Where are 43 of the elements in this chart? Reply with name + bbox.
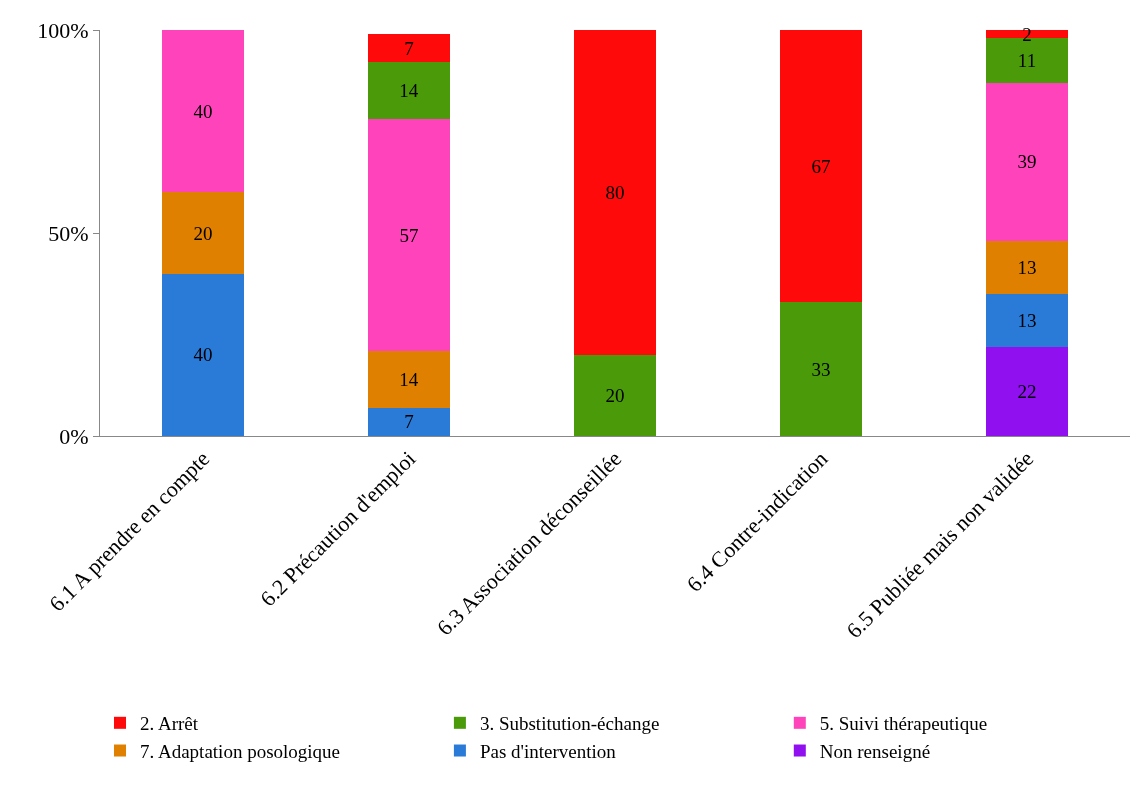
bar [573,354,657,436]
data-label: 80 [605,181,625,203]
data-label: 57 [399,224,419,246]
data-label: 39 [1017,151,1037,173]
data-label: 14 [399,80,419,102]
bar [161,30,245,193]
bar [367,119,451,351]
data-label: 40 [193,100,213,122]
bar [779,302,863,436]
data-label: 22 [1017,380,1037,402]
bar [985,82,1069,242]
data-label: 20 [193,222,213,244]
y-tick-label: 50% [48,220,89,246]
data-label: 33 [811,358,831,380]
data-label: 13 [1017,257,1037,279]
legend-label: 2. Arrêt [140,713,199,735]
bar [985,293,1069,347]
bar [367,62,451,120]
bar [367,34,451,63]
legend-label: Pas d'intervention [479,740,617,762]
data-label: 7 [404,411,414,433]
bar [779,30,863,303]
bar [985,30,1069,39]
bar [985,241,1069,294]
data-label: 13 [1017,309,1037,331]
bar [161,192,245,274]
bar [985,346,1069,436]
legend-label: 7. Adaptation posologique [140,740,341,762]
bar [367,407,451,436]
bar [573,30,657,355]
legend-label: 3. Substitution-échange [479,713,660,735]
data-label: 20 [605,384,625,406]
data-label: 14 [399,368,419,390]
bar [367,350,451,408]
legend-label: Non renseigné [819,740,931,762]
data-label: 7 [404,37,414,59]
y-tick-label: 0% [59,423,89,449]
data-label: 40 [193,344,213,366]
bar [161,273,245,436]
y-tick-label: 100% [37,17,89,43]
data-label: 11 [1017,49,1037,71]
legend-label: 5. Suivi thérapeutique [819,713,988,735]
data-label: 67 [811,155,831,177]
